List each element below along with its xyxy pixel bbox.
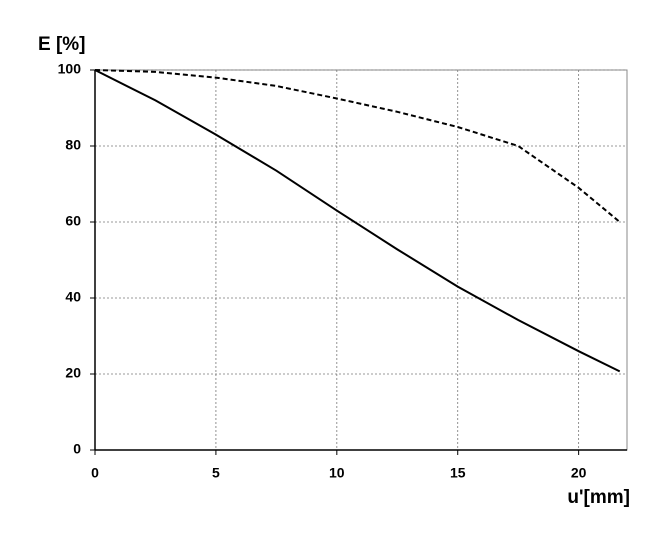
y-tick-label: 80 (65, 137, 81, 153)
x-tick-label: 5 (212, 465, 220, 481)
y-tick-label: 20 (65, 365, 81, 381)
y-tick-label: 100 (58, 61, 82, 77)
x-tick-label: 10 (329, 465, 345, 481)
y-tick-label: 40 (65, 289, 81, 305)
x-tick-label: 20 (571, 465, 587, 481)
plot-area (94, 69, 628, 451)
y-axis-title: E [%] (38, 34, 86, 55)
y-tick-label: 0 (73, 441, 81, 457)
x-axis-title: u'[mm] (567, 487, 630, 508)
x-tick-label: 0 (91, 465, 99, 481)
line (94, 69, 621, 223)
line (94, 69, 621, 373)
x-tick-label: 15 (450, 465, 466, 481)
y-tick-label: 60 (65, 213, 81, 229)
